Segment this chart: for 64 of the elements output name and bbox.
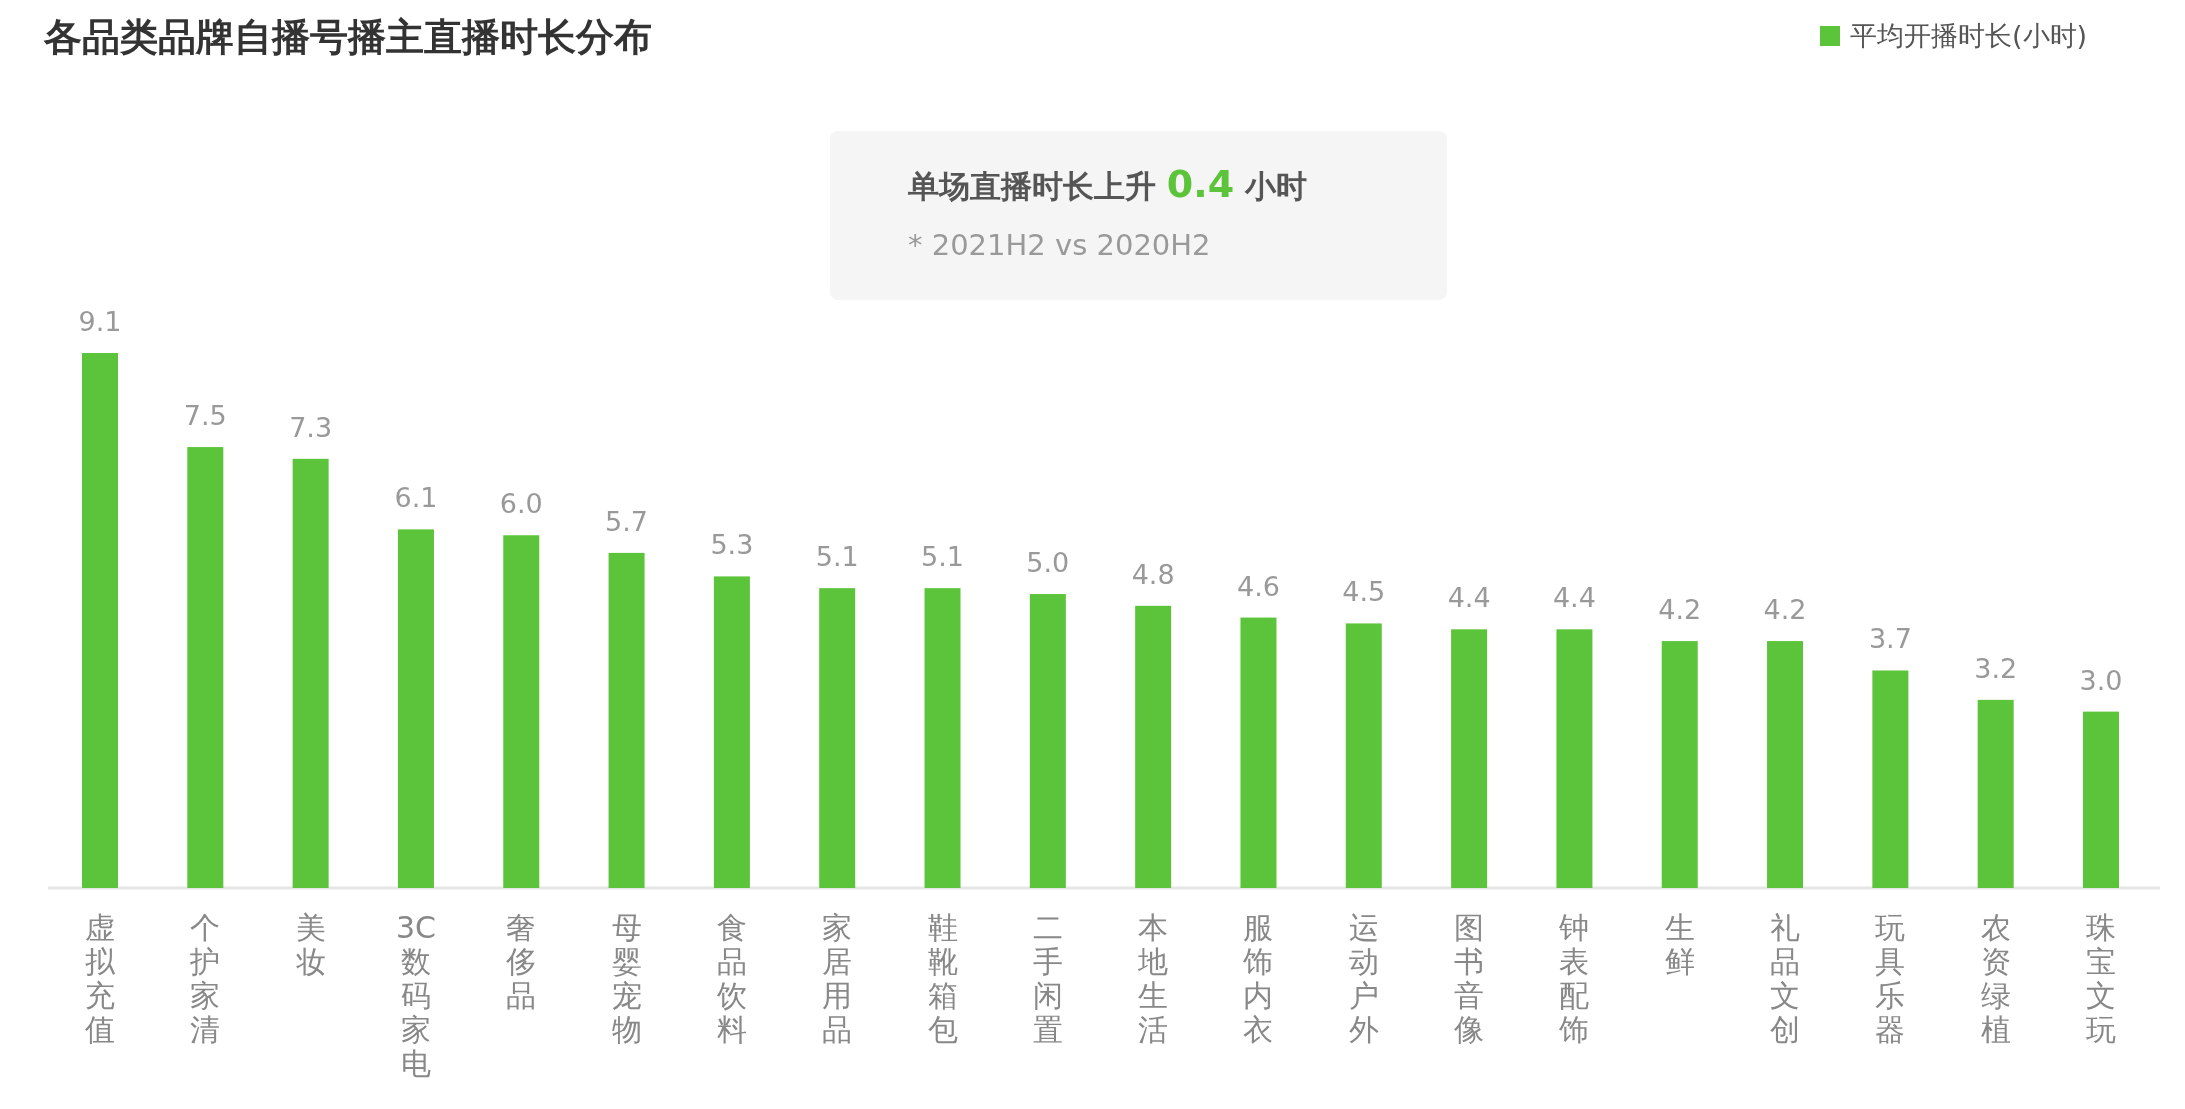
x-tick-label: 奢侈品 [506, 910, 537, 1013]
data-label: 5.1 [921, 541, 964, 573]
data-label: 4.4 [1447, 582, 1491, 614]
x-tick-label: 玩具乐器 [1875, 910, 1906, 1047]
bar [608, 552, 645, 888]
text: 单场直播时长上升 0.4 小时 [907, 162, 1307, 206]
bar [713, 576, 750, 888]
x-tick-label: 美妆 [295, 910, 326, 979]
x-tick-label: 图书音像 [1454, 910, 1485, 1047]
x-tick-label: 个护家清 [189, 910, 221, 1047]
data-label: 5.7 [605, 505, 649, 537]
bar [1661, 641, 1698, 888]
bar [292, 458, 329, 888]
x-tick-label: 运动户外 [1348, 910, 1379, 1047]
x-tick-label: 家居用品 [822, 910, 853, 1047]
x-tick-label: 礼品文创 [1770, 910, 1801, 1047]
data-label: 6.0 [499, 488, 543, 520]
bar [1240, 617, 1277, 888]
chart-title: 各品类品牌自播号播主直播时长分布 [43, 15, 652, 59]
data-label: 6.1 [394, 482, 438, 514]
data-label: 5.1 [815, 541, 859, 573]
bar [924, 588, 961, 888]
data-label: 4.6 [1237, 570, 1280, 602]
data-label: 3.2 [1974, 652, 2018, 684]
x-tick-label: 服饰内衣 [1242, 910, 1274, 1047]
x-tick-label: 虚拟充值 [85, 910, 116, 1047]
text: * 2021H2 vs 2020H2 [908, 228, 1211, 262]
data-label: 7.3 [289, 411, 333, 443]
bar [1345, 623, 1382, 888]
x-tick-label: 鞋靴箱包 [927, 910, 958, 1047]
data-label: 4.5 [1342, 576, 1386, 608]
bar [2083, 711, 2119, 888]
x-tick-label: 农资绿植 [1980, 910, 2011, 1047]
x-tick-label: 生鲜 [1664, 910, 1695, 979]
x-tick-label: 食品饮料 [715, 910, 747, 1047]
data-label: 5.3 [710, 529, 754, 561]
data-label: 4.4 [1552, 582, 1596, 614]
bar [187, 447, 224, 888]
data-label: 4.2 [1763, 594, 1807, 626]
x-tick-label: 本地生活 [1137, 910, 1169, 1047]
legend: 平均开播时长(小时) [1820, 20, 2088, 51]
bar [503, 535, 540, 888]
bar [1977, 699, 2014, 888]
data-label: 3.7 [1868, 623, 1912, 655]
data-label: 4.8 [1131, 558, 1175, 590]
bar [819, 588, 856, 888]
bar [1451, 629, 1488, 888]
bar [397, 529, 434, 888]
data-label: 7.5 [183, 400, 227, 432]
bar [82, 353, 118, 888]
x-tick-label: 二手闲置 [1032, 910, 1063, 1047]
x-tick-label: 母婴宠物 [611, 910, 642, 1047]
x-tick-label: 3C数码家电 [395, 910, 436, 1081]
bar [1872, 670, 1909, 888]
bar [1556, 629, 1593, 888]
data-label: 9.1 [78, 306, 122, 337]
bar [1767, 641, 1804, 888]
x-tick-label: 珠宝文玩 [2086, 910, 2116, 1047]
data-label: 4.2 [1658, 594, 1702, 626]
data-label: 5.0 [1026, 547, 1070, 579]
bar [1135, 605, 1172, 888]
x-tick-label: 钟表配饰 [1558, 910, 1590, 1047]
data-label: 3.0 [2079, 664, 2123, 696]
bar [1029, 594, 1066, 888]
